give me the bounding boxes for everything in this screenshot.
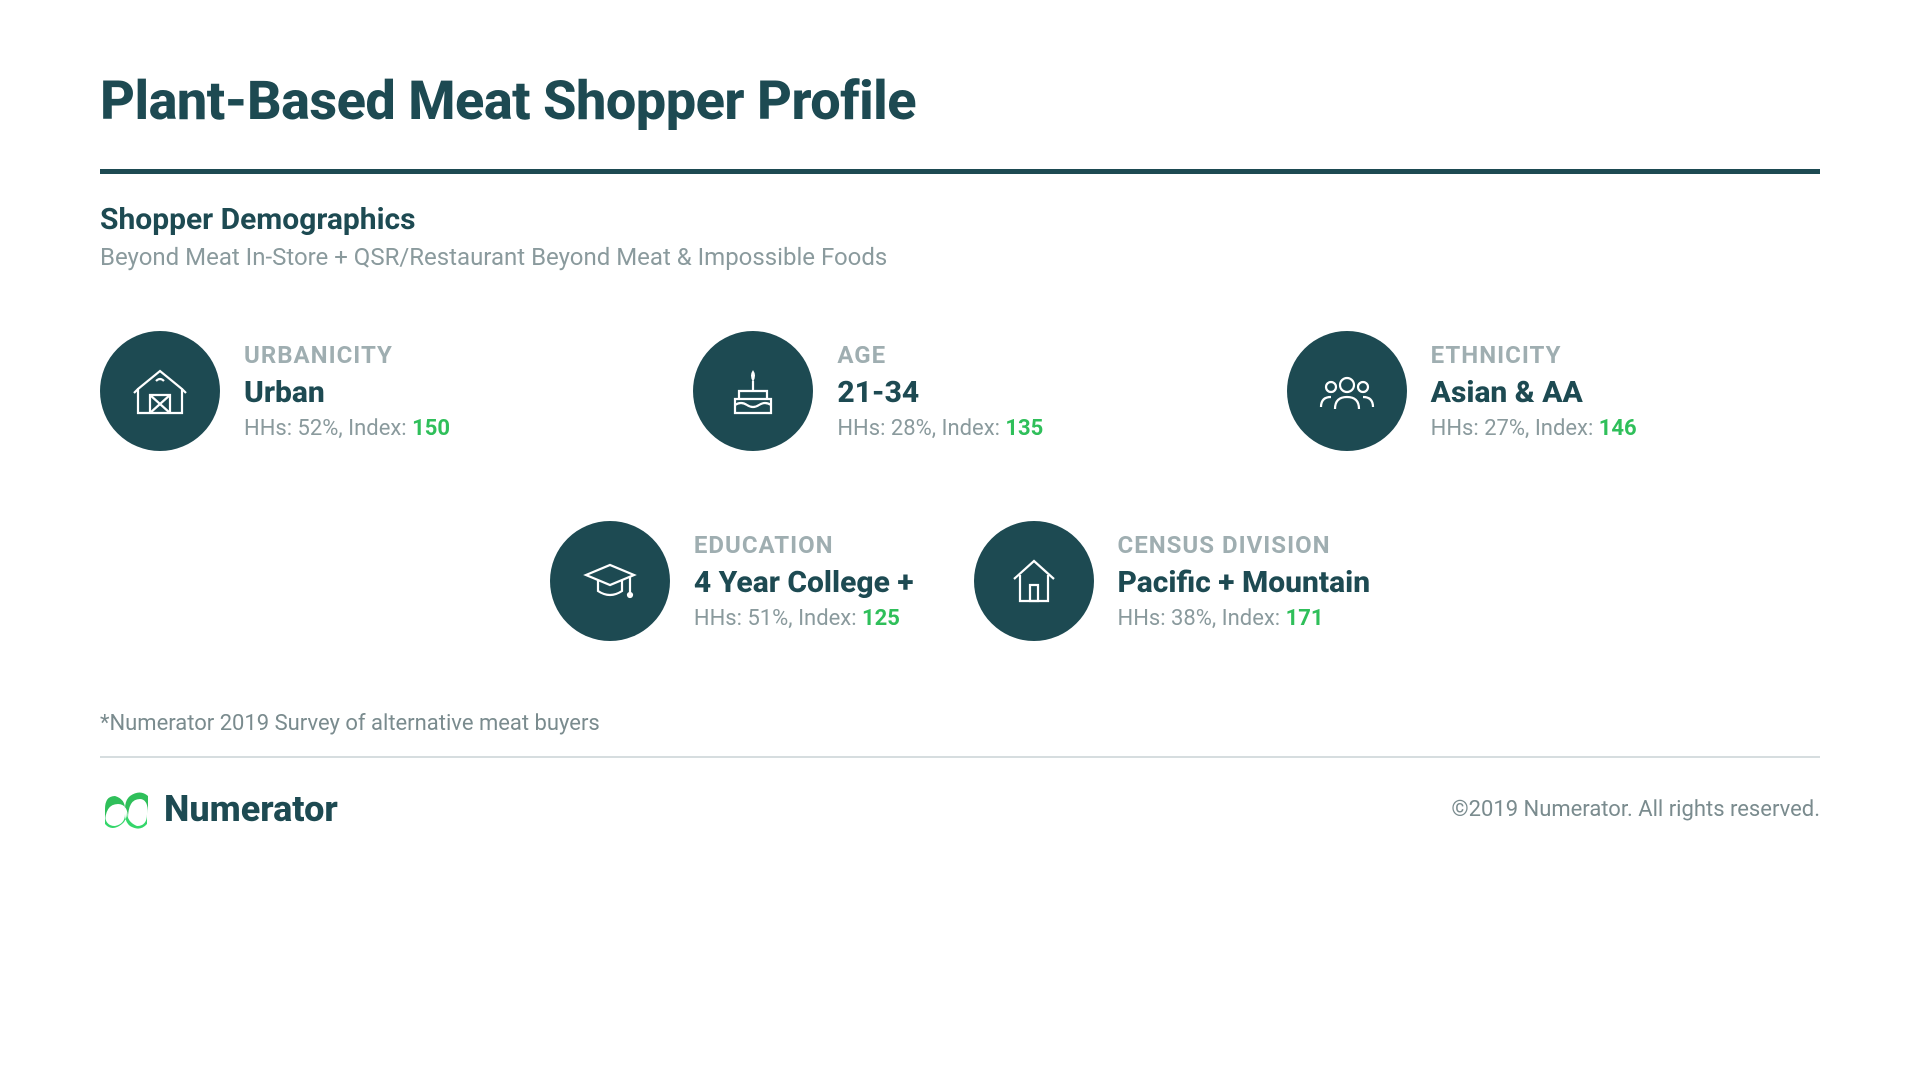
footer: Numerator ©2019 Numerator. All rights re… <box>100 784 1820 834</box>
ethnicity-value: Asian & AA <box>1431 375 1637 410</box>
census-value: Pacific + Mountain <box>1118 565 1371 600</box>
cake-icon <box>693 331 813 451</box>
education-value: 4 Year College + <box>694 565 914 600</box>
education-label: EDUCATION <box>694 531 914 559</box>
footnote: *Numerator 2019 Survey of alternative me… <box>100 711 1820 736</box>
ethnicity-stats: HHs: 27%, Index: 146 <box>1431 416 1637 441</box>
house-icon <box>974 521 1094 641</box>
education-stats: HHs: 51%, Index: 125 <box>694 606 914 631</box>
ethnicity-card: ETHNICITY Asian & AA HHs: 27%, Index: 14… <box>1287 331 1820 451</box>
census-card: CENSUS DIVISION Pacific + Mountain HHs: … <box>974 521 1371 641</box>
barn-icon <box>100 331 220 451</box>
age-value: 21-34 <box>837 375 1043 410</box>
urbanicity-stats: HHs: 52%, Index: 150 <box>244 416 450 441</box>
age-stats: HHs: 28%, Index: 135 <box>837 416 1043 441</box>
age-label: AGE <box>837 341 1043 369</box>
gradcap-icon <box>550 521 670 641</box>
demographics-row-1: URBANICITY Urban HHs: 52%, Index: 150 AG… <box>100 331 1820 451</box>
title-divider <box>100 169 1820 174</box>
age-card: AGE 21-34 HHs: 28%, Index: 135 <box>693 331 1226 451</box>
education-card: EDUCATION 4 Year College + HHs: 51%, Ind… <box>550 521 914 641</box>
brand: Numerator <box>100 784 338 834</box>
urbanicity-card: URBANICITY Urban HHs: 52%, Index: 150 <box>100 331 633 451</box>
demographics-row-2: EDUCATION 4 Year College + HHs: 51%, Ind… <box>100 521 1820 641</box>
urbanicity-label: URBANICITY <box>244 341 450 369</box>
page-title: Plant-Based Meat Shopper Profile <box>100 70 1820 133</box>
footer-divider <box>100 756 1820 758</box>
numerator-logo-icon <box>100 784 150 834</box>
census-label: CENSUS DIVISION <box>1118 531 1371 559</box>
brand-name: Numerator <box>164 788 338 830</box>
section-subtitle: Shopper Demographics <box>100 202 1820 237</box>
copyright: ©2019 Numerator. All rights reserved. <box>1451 797 1820 822</box>
ethnicity-label: ETHNICITY <box>1431 341 1637 369</box>
people-icon <box>1287 331 1407 451</box>
census-stats: HHs: 38%, Index: 171 <box>1118 606 1371 631</box>
urbanicity-value: Urban <box>244 375 450 410</box>
section-description: Beyond Meat In-Store + QSR/Restaurant Be… <box>100 243 1820 271</box>
